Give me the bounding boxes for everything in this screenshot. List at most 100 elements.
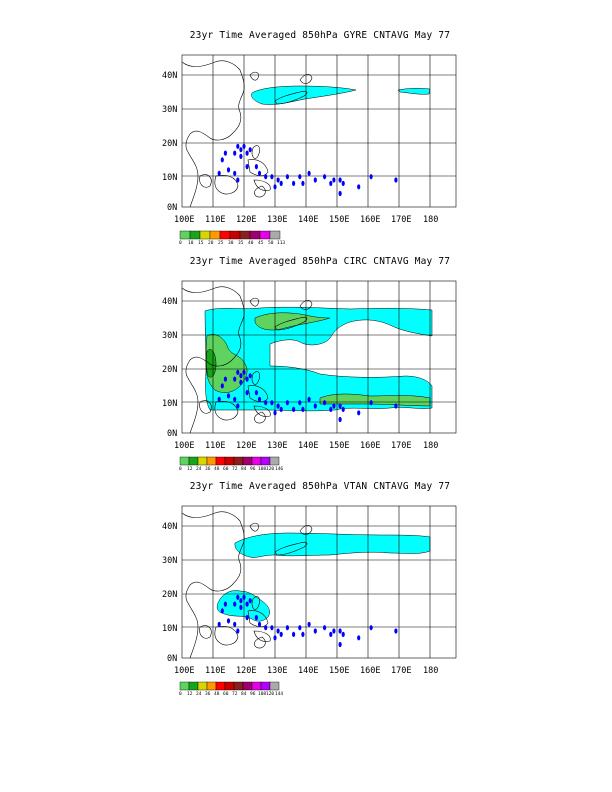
lon-label: 150E (329, 215, 349, 225)
storm-marker (357, 410, 361, 416)
map-figure: 40N 30N 20N 10N 0N 100E 110E 120E 130E 1… (162, 54, 457, 246)
legend-label: 96 (250, 466, 256, 472)
storm-marker (264, 400, 268, 406)
legend-label: 48 (214, 691, 220, 697)
legend-label: 108 (258, 691, 266, 697)
coastline (254, 185, 266, 198)
legend-swatch (269, 230, 281, 240)
lon-label: 160E (360, 441, 380, 451)
legend-swatch (269, 681, 280, 691)
storm-marker (233, 621, 237, 627)
contour-region-east (397, 88, 431, 95)
legend-label: 84 (241, 691, 247, 697)
map-plot-area (181, 54, 457, 208)
coastline (199, 400, 212, 414)
lat-label: 0N (167, 429, 177, 439)
legend-swatch (199, 230, 211, 240)
coastline (181, 60, 245, 208)
lat-label: 20N (162, 590, 177, 600)
legend-label: 35 (238, 240, 244, 246)
storm-marker (217, 621, 221, 627)
legend-swatch (242, 681, 253, 691)
storm-marker (233, 396, 237, 402)
legend-swatch (206, 681, 217, 691)
lon-label: 120E (236, 441, 256, 451)
coastline (199, 625, 212, 639)
storm-marker (233, 170, 237, 176)
coastline (251, 371, 260, 385)
storm-marker (223, 150, 227, 156)
lat-label: 0N (167, 203, 177, 213)
storm-marker (292, 180, 296, 186)
storm-marker (245, 615, 249, 621)
storm-marker (248, 373, 252, 379)
lat-label: 30N (162, 331, 177, 341)
storm-marker (257, 396, 262, 402)
lat-label: 20N (162, 365, 177, 375)
storm-marker (338, 641, 342, 648)
lat-labels: 40N 30N 20N 10N 0N (162, 297, 177, 439)
legend-swatch (209, 230, 221, 240)
lon-label: 170E (391, 215, 411, 225)
lon-labels: 100E 110E 120E 130E 140E 150E 160E 170E … (174, 215, 438, 225)
legend-label: 45 (258, 240, 264, 246)
storm-marker (236, 628, 240, 634)
lon-label: 140E (298, 215, 318, 225)
legend-label: 12 (187, 691, 193, 697)
map-frame (181, 280, 457, 434)
coastline (299, 300, 313, 310)
legend-swatch (229, 230, 241, 240)
storm-marker (292, 631, 296, 637)
coastline (299, 525, 313, 535)
legend-swatch (188, 681, 199, 691)
storm-marker (223, 376, 227, 382)
map-frame (181, 54, 457, 208)
lon-label: 130E (267, 441, 287, 451)
storm-marker (279, 180, 283, 186)
legend-label: 113 (277, 240, 285, 246)
map-panel-gyre: 23yr Time Averaged 850hPa GYRE CNTAVG Ma… (0, 30, 612, 246)
storm-marker (307, 396, 311, 402)
storm-marker (276, 628, 280, 634)
storm-marker (338, 177, 342, 183)
legend-swatch (242, 456, 253, 466)
storm-marker (276, 403, 280, 409)
lon-label: 140E (298, 666, 318, 676)
legend-label: 12 (187, 466, 193, 472)
lon-label: 120E (236, 666, 256, 676)
legend-swatch (179, 681, 190, 691)
color-legend: 0 12 24 36 48 60 72 84 96 108 120 146 (179, 456, 283, 472)
storm-marker (257, 621, 262, 627)
coastline (247, 610, 269, 628)
contour-fills (251, 85, 431, 105)
legend-label: 108 (258, 466, 266, 472)
storm-marker (220, 383, 224, 389)
lon-label: 110E (205, 215, 225, 225)
storm-marker (239, 598, 243, 604)
storm-marker (369, 174, 373, 180)
lat-lon-grid (181, 54, 457, 208)
storm-marker (369, 625, 373, 631)
storm-marker (245, 376, 249, 382)
coastline (199, 174, 212, 188)
contour-fills (204, 306, 433, 412)
map-frame (181, 505, 457, 659)
legend-label: 96 (250, 691, 256, 697)
coastlines (181, 286, 313, 434)
storm-marker (217, 396, 221, 402)
storm-marker (254, 615, 258, 621)
storm-markers (217, 594, 398, 648)
lat-label: 30N (162, 556, 177, 566)
legend-swatch (206, 456, 217, 466)
storm-marker (313, 403, 317, 409)
legend-swatch (224, 456, 235, 466)
legend-swatch (224, 681, 235, 691)
storm-marker (307, 621, 311, 627)
storm-marker (323, 625, 327, 631)
storm-marker (313, 628, 317, 634)
storm-marker (279, 406, 283, 412)
legend-label: 40 (248, 240, 254, 246)
storm-marker (270, 400, 274, 406)
legend-label: 0 (179, 240, 182, 246)
map-panel-vtan: 23yr Time Averaged 850hPa VTAN CNTAVG Ma… (0, 481, 612, 697)
